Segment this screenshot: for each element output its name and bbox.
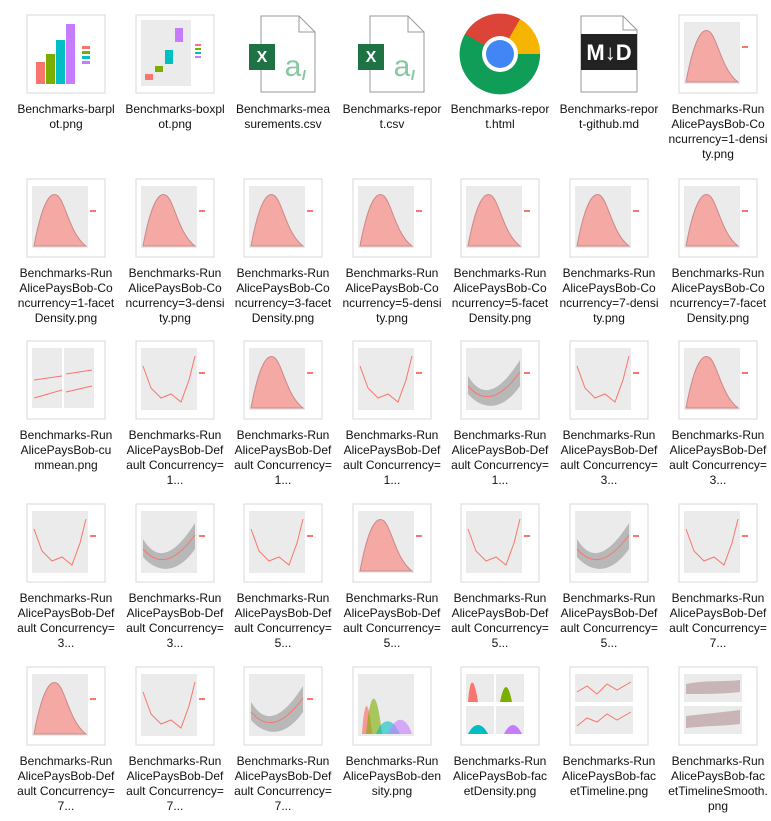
density-thumbnail-icon — [348, 174, 436, 262]
file-name-label: Benchmarks-RunAlicePaysBob-Default Concu… — [17, 591, 115, 650]
svg-text:a: a — [394, 50, 411, 83]
smooth-thumbnail-icon — [565, 499, 653, 587]
smooth-thumbnail-icon — [456, 336, 544, 424]
svg-text:X: X — [257, 49, 268, 66]
file-name-label: Benchmarks-report.csv — [342, 102, 442, 131]
density-thumbnail-icon — [239, 174, 327, 262]
density-thumbnail-icon — [239, 336, 327, 424]
file-name-label: Benchmarks-RunAlicePaysBob-Concurrency=1… — [668, 102, 768, 161]
density-thumbnail-icon — [674, 174, 762, 262]
density-thumbnail-icon — [456, 174, 544, 262]
file-name-label: Benchmarks-measurements.csv — [235, 102, 331, 131]
file-name-label: Benchmarks-barplot.png — [17, 102, 115, 131]
line-thumbnail-icon — [674, 499, 762, 587]
excel-csv-icon: X a — [348, 10, 436, 98]
density-thumbnail-icon — [674, 336, 762, 424]
file-name-label: Benchmarks-RunAlicePaysBob-facetDensity.… — [452, 754, 548, 798]
density-thumbnail-icon — [22, 662, 110, 750]
facet-smooth-thumbnail-icon — [674, 662, 762, 750]
chrome-icon — [456, 10, 544, 98]
line-thumbnail-icon — [22, 499, 110, 587]
file-name-label: Benchmarks-RunAlicePaysBob-Concurrency=7… — [669, 266, 767, 325]
line-thumbnail-icon — [348, 336, 436, 424]
file-name-label: Benchmarks-RunAlicePaysBob-Default Concu… — [234, 591, 332, 650]
file-name-label: Benchmarks-RunAlicePaysBob-Default Concu… — [126, 754, 224, 813]
file-name-label: Benchmarks-RunAlicePaysBob-Concurrency=3… — [125, 266, 225, 325]
file-name-label: Benchmarks-RunAlicePaysBob-Concurrency=5… — [342, 266, 442, 325]
file-name-label: Benchmarks-RunAlicePaysBob-Default Concu… — [669, 591, 767, 650]
density-thumbnail-icon — [348, 499, 436, 587]
line-thumbnail-icon — [131, 336, 219, 424]
file-name-label: Benchmarks-boxplot.png — [125, 102, 225, 131]
file-name-label: Benchmarks-RunAlicePaysBob-density.png — [342, 754, 442, 798]
smooth-thumbnail-icon — [131, 499, 219, 587]
file-name-label: Benchmarks-RunAlicePaysBob-Default Concu… — [451, 591, 549, 650]
file-name-label: Benchmarks-RunAlicePaysBob-Default Concu… — [234, 754, 332, 813]
file-name-label: Benchmarks-RunAlicePaysBob-Default Concu… — [234, 428, 332, 487]
file-name-label: Benchmarks-RunAlicePaysBob-Default Concu… — [451, 428, 549, 487]
smooth-thumbnail-icon — [239, 662, 327, 750]
file-name-label: Benchmarks-RunAlicePaysBob-Concurrency=1… — [17, 266, 115, 325]
file-name-label: Benchmarks-RunAlicePaysBob-Default Concu… — [560, 428, 658, 487]
density-thumbnail-icon — [674, 10, 762, 98]
line-thumbnail-icon — [131, 662, 219, 750]
markdown-icon: M↓D — [565, 10, 653, 98]
density-thumbnail-icon — [131, 174, 219, 262]
file-name-label: Benchmarks-RunAlicePaysBob-Default Concu… — [17, 754, 115, 813]
density-thumbnail-icon — [22, 174, 110, 262]
file-name-label: Benchmarks-RunAlicePaysBob-Concurrency=7… — [559, 266, 659, 325]
file-name-label: Benchmarks-RunAlicePaysBob-Default Concu… — [560, 591, 658, 650]
cummean-thumbnail-icon — [22, 336, 110, 424]
density-thumbnail-icon — [565, 174, 653, 262]
file-name-label: Benchmarks-RunAlicePaysBob-Default Concu… — [126, 591, 224, 650]
multi-density-thumbnail-icon — [348, 662, 436, 750]
file-name-label: Benchmarks-RunAlicePaysBob-cummean.png — [19, 428, 113, 472]
svg-text:a: a — [285, 50, 302, 83]
file-name-label: Benchmarks-RunAlicePaysBob-Default Concu… — [669, 428, 767, 487]
file-name-label: Benchmarks-report.html — [450, 102, 550, 131]
file-name-label: Benchmarks-RunAlicePaysBob-facetTimeline… — [668, 754, 768, 813]
file-name-label: Benchmarks-RunAlicePaysBob-facetTimeline… — [561, 754, 657, 798]
file-name-label: Benchmarks-RunAlicePaysBob-Concurrency=3… — [234, 266, 332, 325]
line-thumbnail-icon — [239, 499, 327, 587]
file-name-label: Benchmarks-RunAlicePaysBob-Default Concu… — [343, 591, 441, 650]
line-thumbnail-icon — [456, 499, 544, 587]
file-name-label: Benchmarks-RunAlicePaysBob-Default Concu… — [126, 428, 224, 487]
file-name-label: Benchmarks-RunAlicePaysBob-Default Concu… — [343, 428, 441, 487]
line-thumbnail-icon — [565, 336, 653, 424]
barplot-thumbnail-icon — [22, 10, 110, 98]
svg-text:X: X — [366, 49, 377, 66]
facet-density-thumbnail-icon — [456, 662, 544, 750]
boxplot-thumbnail-icon — [131, 10, 219, 98]
svg-text:M↓D: M↓D — [586, 40, 631, 65]
file-name-label: Benchmarks-RunAlicePaysBob-Concurrency=5… — [451, 266, 549, 325]
file-name-label: Benchmarks-report-github.md — [559, 102, 659, 131]
facet-timeline-thumbnail-icon — [565, 662, 653, 750]
excel-csv-icon: X a — [239, 10, 327, 98]
